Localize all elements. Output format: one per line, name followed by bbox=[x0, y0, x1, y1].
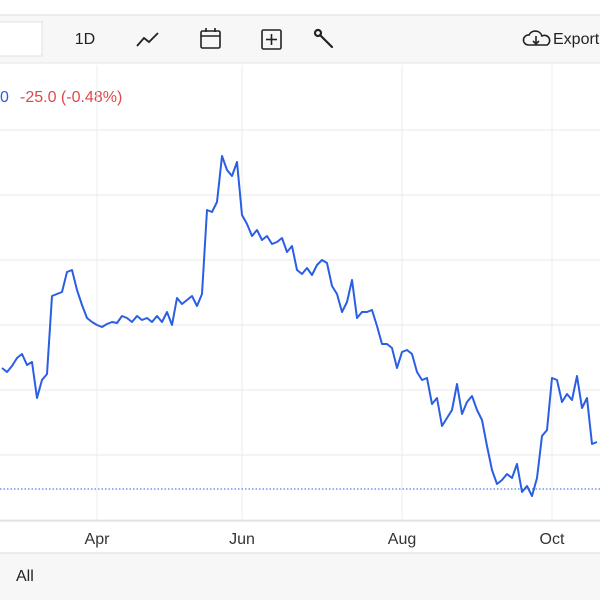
range-bar bbox=[0, 553, 600, 600]
quote-change: -25.0 (-0.48%) bbox=[20, 89, 122, 106]
export-button[interactable]: Export bbox=[522, 30, 600, 48]
toolbar bbox=[0, 15, 600, 63]
range-all-button[interactable]: All bbox=[16, 568, 34, 585]
settings-icon[interactable] bbox=[313, 28, 334, 49]
add-indicator-icon[interactable] bbox=[261, 29, 282, 50]
calendar-icon[interactable] bbox=[200, 28, 221, 49]
chart-type-icon[interactable] bbox=[136, 32, 159, 47]
x-tick-label: Apr bbox=[85, 531, 111, 548]
quote-price: 0 bbox=[0, 89, 9, 106]
search-input[interactable] bbox=[0, 21, 43, 57]
x-tick-label: Aug bbox=[388, 531, 416, 548]
range-button[interactable]: 1D bbox=[75, 31, 95, 48]
x-tick-label: Jun bbox=[229, 531, 255, 548]
price-line bbox=[1, 155, 598, 497]
plot-area: Apr Jun Aug Oct bbox=[0, 65, 600, 548]
export-label: Export bbox=[553, 31, 600, 48]
x-tick-label: Oct bbox=[540, 531, 565, 548]
